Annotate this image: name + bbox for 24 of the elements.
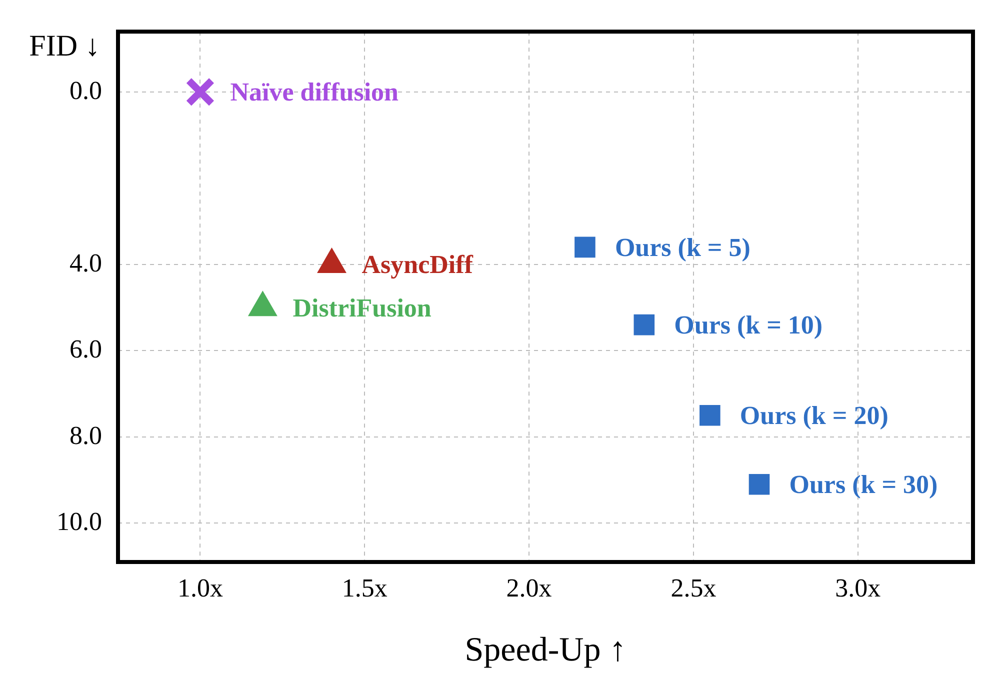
y-tick-label: 6.0 (70, 334, 102, 364)
series-label: DistriFusion (292, 293, 432, 322)
point (634, 314, 655, 336)
x-tick-label: 2.0x (506, 573, 552, 602)
x-axis-title: Speed-Up ↑ (464, 632, 626, 669)
point (748, 474, 770, 495)
point (185, 77, 216, 107)
point (700, 404, 720, 426)
series-label: Ours (k = 20) (740, 401, 888, 430)
series-label: Ours (k = 5) (614, 232, 750, 262)
series-label: Ours (k = 30) (789, 470, 938, 500)
y-tick-label: 8.0 (70, 420, 102, 450)
point (574, 236, 596, 258)
series-label: AsyncDiff (362, 250, 474, 280)
y-axis-title: FID ↓ (29, 29, 100, 62)
series-label: Naïve diffusion (230, 78, 400, 107)
x-tick-label: 2.5x (670, 573, 716, 602)
x-tick-label: 1.0x (177, 573, 223, 602)
x-tick-label: 3.0x (835, 573, 881, 602)
y-tick-label: 0.0 (70, 76, 102, 105)
y-tick-label: 4.0 (70, 248, 102, 278)
x-tick-label: 1.5x (342, 573, 388, 602)
series-label: Ours (k = 10) (674, 310, 823, 340)
y-tick-label: 10.0 (56, 507, 102, 536)
